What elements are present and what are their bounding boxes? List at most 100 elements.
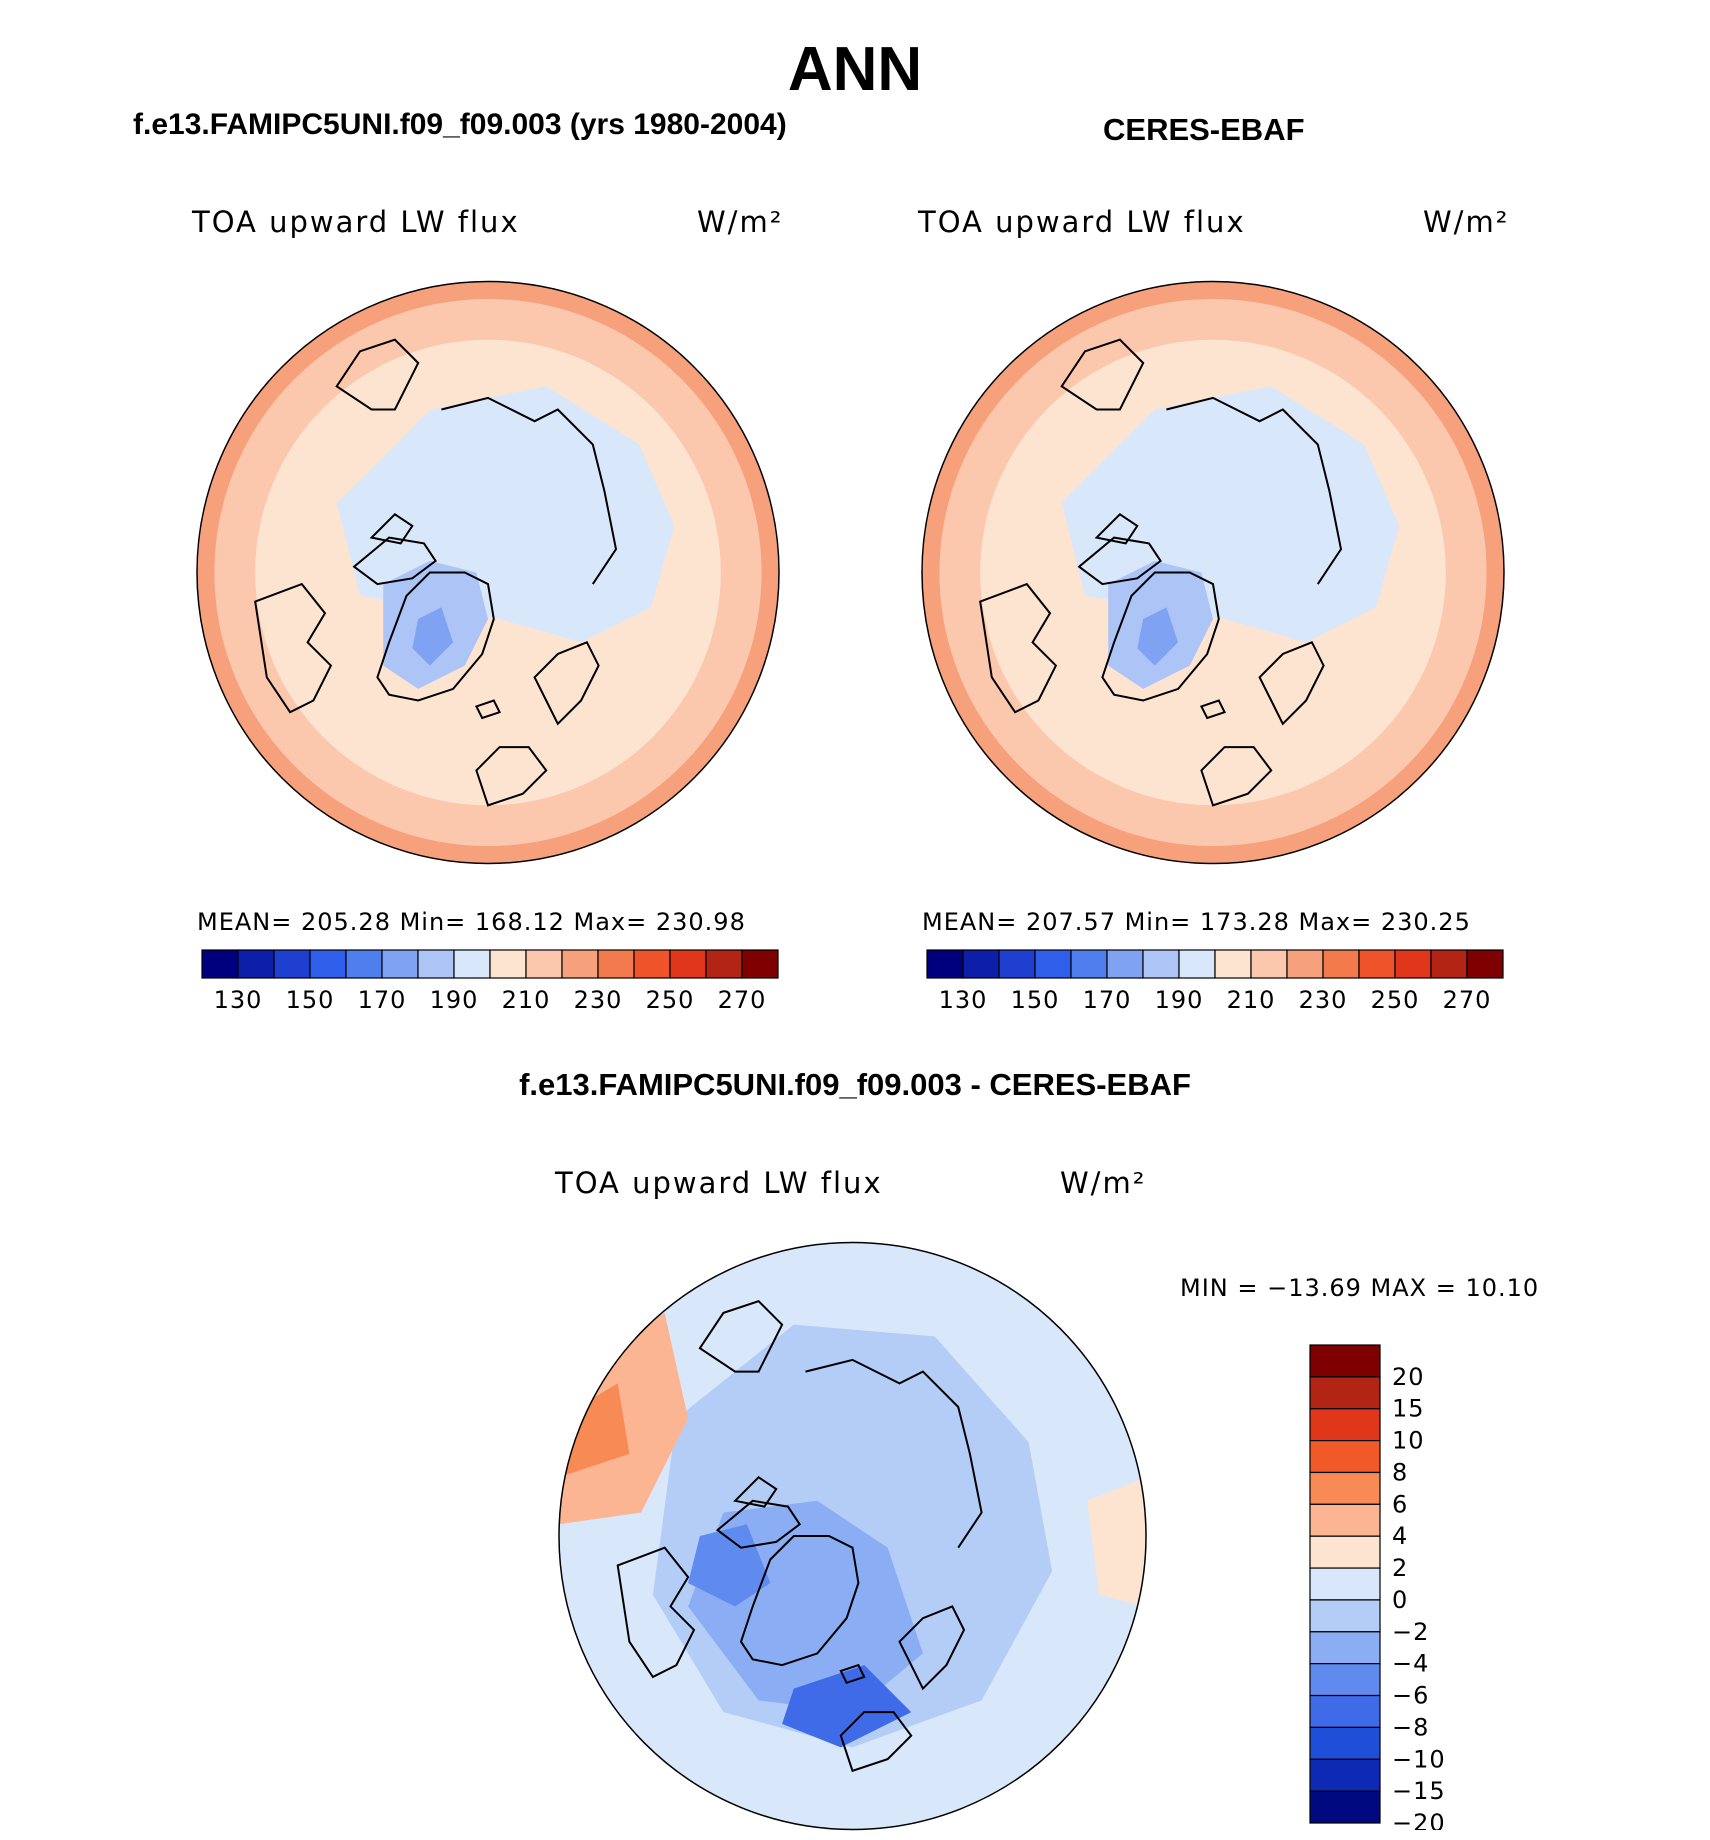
diff-coastline xyxy=(839,1711,913,1773)
obs-stats: MEAN= 207.57 Min= 173.28 Max= 230.25 xyxy=(922,908,1471,936)
obs-case-title: CERES-EBAF xyxy=(1103,112,1305,147)
model-coastline xyxy=(254,582,333,714)
obs-greenland-core xyxy=(1137,607,1179,666)
obs-coastline xyxy=(1258,641,1325,726)
obs-colorbar-box xyxy=(998,949,1036,979)
model-colorbar-tick: 250 xyxy=(646,986,695,1014)
diff-neg-region-3 xyxy=(688,1524,771,1607)
obs-field-label: TOA upward LW flux xyxy=(918,205,1246,239)
model-colorbar-box xyxy=(345,949,383,979)
diff-colorbar-box xyxy=(1309,1694,1381,1728)
obs-colorbar-tick: 190 xyxy=(1155,986,1204,1014)
model-polar-map xyxy=(196,280,780,865)
obs-colorbar-box xyxy=(1322,949,1360,979)
diff-coastline xyxy=(733,1476,778,1508)
model-coastline xyxy=(376,571,495,702)
diff-colorbar-tick: 15 xyxy=(1392,1395,1425,1423)
model-coastline xyxy=(335,338,420,411)
diff-colorbar-tick: 6 xyxy=(1392,1490,1408,1518)
model-colorbar-tick: 170 xyxy=(358,986,407,1014)
model-colorbar-tick: 150 xyxy=(286,986,335,1014)
obs-colorbar-box xyxy=(1430,949,1468,979)
diff-colorbar-tick: −10 xyxy=(1392,1745,1446,1773)
model-colorbar-tick: 210 xyxy=(502,986,551,1014)
model-coastline xyxy=(369,513,414,545)
obs-polar-map xyxy=(921,280,1505,865)
model-colorbar-box xyxy=(741,949,779,979)
diff-colorbar-box xyxy=(1309,1599,1381,1633)
obs-colorbar-box xyxy=(1358,949,1396,979)
obs-colorbar-box xyxy=(1070,949,1108,979)
model-coastline xyxy=(533,641,600,726)
model-coastline xyxy=(352,536,437,586)
diff-colorbar-tick: 0 xyxy=(1392,1586,1408,1614)
model-coastline xyxy=(441,396,618,585)
model-colorbar-tick: 190 xyxy=(430,986,479,1014)
diff-colorbar-box xyxy=(1309,1408,1381,1442)
obs-coastline xyxy=(1060,338,1145,411)
model-colorbar-box xyxy=(453,949,491,979)
diff-colorbar-box xyxy=(1309,1631,1381,1665)
model-colorbar-box xyxy=(381,949,419,979)
obs-colorbar: 130 150 170 190 210 230 250 270 xyxy=(926,949,1504,1014)
obs-coastline xyxy=(1166,396,1343,585)
diff-colorbar-tick: −2 xyxy=(1392,1618,1429,1646)
model-field-label: TOA upward LW flux xyxy=(192,205,520,239)
obs-colorbar-box xyxy=(1250,949,1288,979)
diff-colorbar-box xyxy=(1309,1376,1381,1410)
diff-map-border xyxy=(558,1241,1147,1831)
diff-coastline xyxy=(898,1605,966,1691)
model-colorbar-tick: 270 xyxy=(718,986,767,1014)
diff-colorbar-box xyxy=(1309,1663,1381,1697)
model-greenland-core xyxy=(412,607,454,666)
obs-colorbar-box xyxy=(1142,949,1180,979)
diff-pos-region-2 xyxy=(559,1383,630,1478)
diff-polar-map xyxy=(558,1241,1147,1831)
diff-coastline xyxy=(839,1663,866,1685)
model-colorbar-box xyxy=(489,949,527,979)
obs-colorbar-box xyxy=(926,949,964,979)
diff-colorbar-box xyxy=(1309,1790,1381,1824)
model-colorbar: 130 150 170 190 210 230 250 270 xyxy=(201,949,779,1014)
obs-colorbar-box xyxy=(1466,949,1504,979)
diff-colorbar-box xyxy=(1309,1503,1381,1537)
obs-colorbar-box xyxy=(962,949,1000,979)
diff-coastline xyxy=(805,1358,983,1549)
diff-stats: MIN = −13.69 MAX = 10.10 xyxy=(1180,1274,1540,1302)
model-coastline xyxy=(474,699,502,720)
obs-colorbar-box xyxy=(1214,949,1252,979)
model-units-label: W/m² xyxy=(697,205,784,239)
diff-case-title: f.e13.FAMIPC5UNI.f09_f09.003 - CERES-EBA… xyxy=(519,1067,1191,1102)
model-colorbar-box xyxy=(237,949,275,979)
model-map-border xyxy=(196,280,780,865)
model-colorbar-tick: 130 xyxy=(214,986,263,1014)
diff-colorbar-box xyxy=(1309,1758,1381,1792)
obs-colorbar-tick: 150 xyxy=(1011,986,1060,1014)
model-colorbar-box xyxy=(561,949,599,979)
model-colorbar-box xyxy=(525,949,563,979)
obs-coastline xyxy=(1077,536,1162,586)
obs-colorbar-box xyxy=(1286,949,1324,979)
model-colorbar-box xyxy=(597,949,635,979)
diff-coastline xyxy=(616,1546,696,1679)
diff-colorbar-box xyxy=(1309,1471,1381,1505)
obs-colorbar-box xyxy=(1394,949,1432,979)
obs-colorbar-tick: 230 xyxy=(1299,986,1348,1014)
model-stats: MEAN= 205.28 Min= 168.12 Max= 230.98 xyxy=(197,908,746,936)
diff-colorbar-tick: −15 xyxy=(1392,1777,1446,1805)
obs-colorbar-tick: 270 xyxy=(1443,986,1492,1014)
diff-colorbar-tick: 2 xyxy=(1392,1554,1408,1582)
diff-coastline xyxy=(715,1499,802,1549)
obs-coastline xyxy=(1094,513,1139,545)
obs-colorbar-box xyxy=(1034,949,1072,979)
diff-colorbar-box xyxy=(1309,1344,1381,1378)
diff-neg-region-4 xyxy=(782,1665,912,1748)
diff-coastline xyxy=(739,1535,860,1667)
model-case-title: f.e13.FAMIPC5UNI.f09_f09.003 (yrs 1980-2… xyxy=(133,108,787,141)
diff-colorbar-box xyxy=(1309,1567,1381,1601)
model-coastline xyxy=(475,746,548,807)
model-colorbar-box xyxy=(273,949,311,979)
diff-colorbar-tick: −8 xyxy=(1392,1713,1429,1741)
model-colorbar-box xyxy=(669,949,707,979)
